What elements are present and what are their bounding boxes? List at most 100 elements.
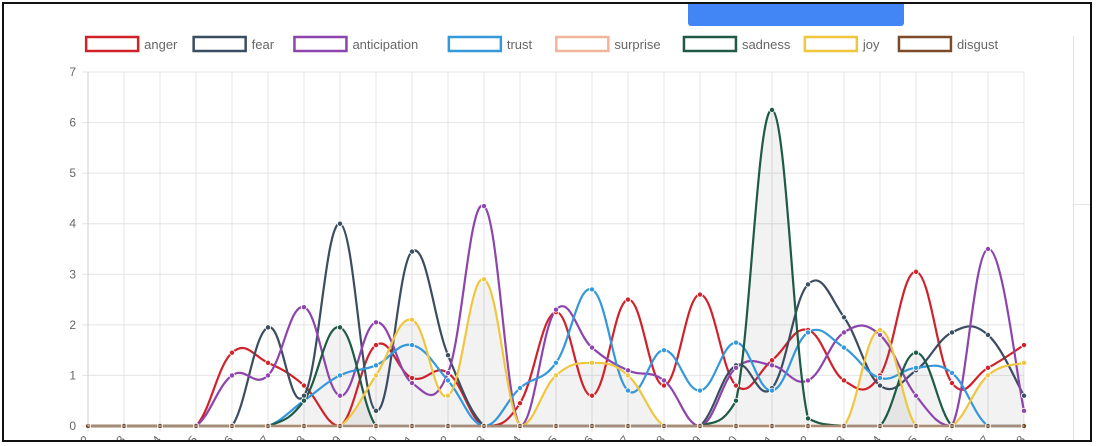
data-point-trust (913, 364, 920, 371)
data-point-joy (589, 359, 596, 366)
legend-swatch-anger (84, 35, 140, 53)
data-point-anticipation (769, 362, 776, 369)
data-point-trust (697, 387, 704, 394)
x-tick-label: 2 (797, 433, 812, 440)
data-point-anger (913, 268, 920, 275)
x-tick-label: 7 (977, 433, 992, 440)
legend-swatch-anticipation (293, 35, 348, 53)
data-point-trust (661, 347, 668, 354)
x-tick-label: 1 (761, 433, 776, 440)
series-area-sadness (88, 109, 1024, 426)
legend-swatch-sadness (682, 35, 738, 53)
data-point-anger (1021, 342, 1028, 349)
legend-item-joy: joy (803, 35, 880, 53)
data-point-trust (553, 359, 560, 366)
data-point-fear (372, 407, 379, 414)
data-point-anticipation (228, 372, 235, 379)
y-tick-label: 3 (69, 267, 76, 281)
legend-item-sadness: sadness (682, 35, 791, 53)
legend-swatch-fear (192, 35, 247, 53)
legend-item-disgust: disgust (897, 35, 999, 53)
legend-label-disgust: disgust (957, 37, 999, 52)
data-point-fear (408, 248, 415, 255)
chart-legend: anger fear anticipation trust surprise sadnes… (84, 35, 999, 53)
y-tick-label: 7 (69, 65, 76, 79)
data-point-anger (228, 349, 235, 356)
y-tick-label: 6 (69, 116, 76, 130)
data-point-anticipation (625, 367, 632, 374)
data-point-joy (408, 316, 415, 323)
x-tick-label: 6 (581, 433, 596, 440)
data-point-anticipation (661, 377, 668, 384)
data-point-trust (841, 344, 848, 351)
y-tick-label: 0 (69, 419, 76, 433)
data-point-fear (444, 352, 451, 359)
x-tick-label: 3 (473, 433, 488, 440)
x-tick-label: 5 (185, 433, 200, 440)
data-point-anticipation (985, 245, 992, 252)
data-point-anger (985, 364, 992, 371)
legend-label-anger: anger (144, 37, 178, 52)
legend-item-surprise: surprise (555, 35, 661, 53)
x-tick-label: 4 (149, 433, 164, 440)
legend-label-sadness: sadness (742, 37, 791, 52)
side-panel-divider (1073, 36, 1074, 440)
data-point-anticipation (805, 377, 812, 384)
x-tick-label: 2 (77, 433, 92, 440)
data-point-trust (769, 387, 776, 394)
data-point-sadness (769, 106, 776, 113)
x-tick-label: 8 (293, 433, 308, 440)
data-point-fear (805, 281, 812, 288)
data-point-sadness (805, 415, 812, 422)
data-point-anger (841, 377, 848, 384)
data-point-trust (805, 329, 812, 336)
x-tick-label: 0 (725, 433, 740, 440)
data-point-fear (1021, 392, 1028, 399)
data-point-joy (480, 276, 487, 283)
series-area-joy (88, 279, 1024, 426)
legend-label-anticipation: anticipation (352, 37, 418, 52)
data-point-trust (517, 385, 524, 392)
data-point-joy (625, 372, 632, 379)
data-point-anticipation (264, 372, 271, 379)
data-point-trust (589, 286, 596, 293)
data-point-trust (733, 339, 740, 346)
data-point-joy (985, 372, 992, 379)
data-point-anticipation (877, 331, 884, 338)
legend-item-anger: anger (84, 35, 178, 53)
data-point-anticipation (480, 203, 487, 210)
data-point-anger (264, 359, 271, 366)
data-point-trust (949, 369, 956, 376)
data-point-anger (949, 380, 956, 387)
legend-item-trust: trust (447, 35, 533, 53)
data-point-anger (300, 382, 307, 389)
data-point-anticipation (589, 344, 596, 351)
data-point-trust (444, 377, 451, 384)
x-tick-label: 9 (689, 433, 704, 440)
legend-swatch-joy (803, 35, 859, 53)
data-point-anger (625, 296, 632, 303)
x-tick-label: 6 (221, 433, 236, 440)
x-tick-label: 3 (113, 433, 128, 440)
data-point-joy (553, 372, 560, 379)
data-point-anger (661, 382, 668, 389)
legend-item-anticipation: anticipation (293, 35, 418, 53)
top-action-button[interactable] (688, 4, 904, 26)
data-point-anger (408, 374, 415, 381)
data-point-fear (264, 324, 271, 331)
chart-axes: 0 1 2 3 4 5 6 7 2 3 4 5 6 7 8 9 0 1 2 3 4 5 6 7 8 9 0 1 2 3 4 5 6 7 8 (69, 65, 1028, 440)
data-point-anticipation (841, 329, 848, 336)
emotion-line-chart: 0 1 2 3 4 5 6 7 2 3 4 5 6 7 8 9 0 1 2 3 4 5 6 7 8 9 0 1 2 3 4 5 6 7 8 ange… (69, 35, 1028, 440)
legend-label-joy: joy (862, 37, 880, 52)
data-point-sadness (300, 397, 307, 404)
data-point-anticipation (553, 306, 560, 313)
legend-swatch-surprise (555, 35, 610, 53)
legend-swatch-trust (447, 35, 503, 53)
chart-area-fills (88, 109, 1024, 426)
data-point-trust (336, 372, 343, 379)
data-point-anger (517, 400, 524, 407)
legend-item-fear: fear (192, 35, 275, 53)
data-point-anticipation (336, 392, 343, 399)
legend-label-fear: fear (252, 37, 275, 52)
